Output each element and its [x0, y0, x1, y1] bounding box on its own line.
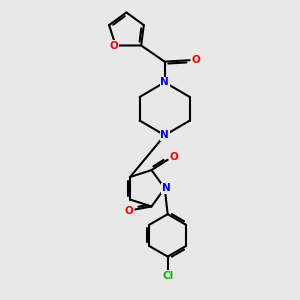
Text: O: O — [170, 152, 178, 162]
Text: N: N — [162, 183, 171, 193]
Text: N: N — [160, 130, 169, 140]
Text: O: O — [110, 40, 118, 50]
Text: N: N — [160, 77, 169, 87]
Text: O: O — [192, 55, 201, 65]
Text: Cl: Cl — [162, 271, 173, 281]
Text: O: O — [124, 206, 133, 216]
